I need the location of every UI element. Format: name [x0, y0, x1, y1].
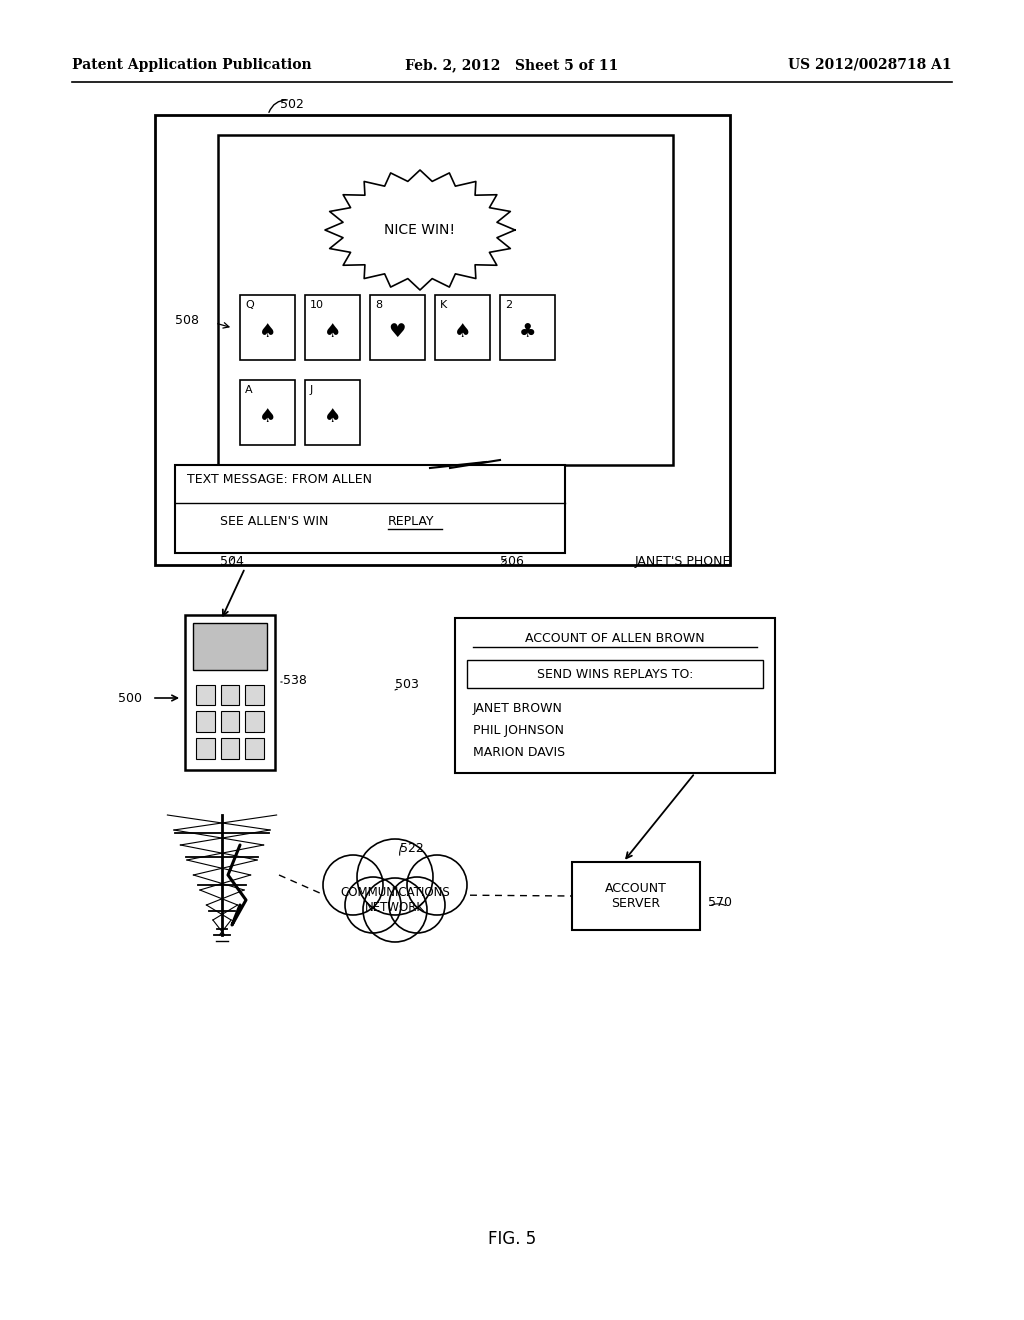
Text: ACCOUNT
SERVER: ACCOUNT SERVER — [605, 882, 667, 909]
Text: Feb. 2, 2012   Sheet 5 of 11: Feb. 2, 2012 Sheet 5 of 11 — [406, 58, 618, 73]
Text: MARION DAVIS: MARION DAVIS — [473, 746, 565, 759]
Text: 506: 506 — [500, 554, 524, 568]
Bar — [572, 862, 700, 931]
Text: COMMUNICATIONS
NETWORK: COMMUNICATIONS NETWORK — [340, 886, 450, 913]
Bar — [246, 685, 264, 705]
Bar — [455, 618, 775, 774]
Circle shape — [345, 876, 401, 933]
Text: TEXT MESSAGE: FROM ALLEN: TEXT MESSAGE: FROM ALLEN — [187, 473, 372, 486]
Text: REPLAY: REPLAY — [388, 515, 434, 528]
Text: Q: Q — [245, 300, 254, 310]
Text: JANET BROWN: JANET BROWN — [473, 702, 563, 715]
Text: ♠: ♠ — [324, 322, 341, 341]
Circle shape — [362, 878, 427, 942]
Text: PHIL JOHNSON: PHIL JOHNSON — [473, 723, 564, 737]
Bar — [193, 623, 267, 669]
Circle shape — [389, 876, 445, 933]
Text: ♠: ♠ — [324, 407, 341, 426]
Text: SEE ALLEN'S WIN: SEE ALLEN'S WIN — [220, 515, 333, 528]
Bar — [240, 380, 295, 445]
Text: ♠: ♠ — [259, 322, 276, 341]
Bar — [155, 115, 730, 565]
Text: 504: 504 — [220, 554, 244, 568]
Text: J: J — [310, 385, 313, 395]
Bar — [175, 465, 565, 553]
Text: ♣: ♣ — [519, 322, 537, 341]
Bar — [435, 294, 490, 360]
Bar — [220, 711, 240, 733]
Bar — [218, 135, 673, 465]
Text: Patent Application Publication: Patent Application Publication — [72, 58, 311, 73]
Text: 500: 500 — [118, 692, 142, 705]
Text: US 2012/0028718 A1: US 2012/0028718 A1 — [788, 58, 952, 73]
Text: 522: 522 — [400, 842, 424, 855]
Bar — [305, 294, 360, 360]
Text: 503: 503 — [395, 678, 419, 692]
Text: 10: 10 — [310, 300, 324, 310]
Text: 502: 502 — [280, 98, 304, 111]
Text: ACCOUNT OF ALLEN BROWN: ACCOUNT OF ALLEN BROWN — [525, 632, 705, 645]
Text: A: A — [245, 385, 253, 395]
Circle shape — [357, 840, 433, 915]
Text: NICE WIN!: NICE WIN! — [384, 223, 456, 238]
Bar — [220, 685, 240, 705]
Polygon shape — [325, 170, 515, 290]
Text: ♠: ♠ — [454, 322, 471, 341]
Text: 508: 508 — [175, 314, 199, 326]
Bar — [246, 711, 264, 733]
Bar — [196, 685, 215, 705]
Text: K: K — [440, 300, 447, 310]
Circle shape — [323, 855, 383, 915]
Bar — [185, 615, 275, 770]
Text: JANET'S PHONE: JANET'S PHONE — [635, 554, 731, 568]
Bar — [196, 738, 215, 759]
Text: 8: 8 — [375, 300, 382, 310]
Bar — [196, 711, 215, 733]
Bar — [370, 294, 425, 360]
Text: ♠: ♠ — [259, 407, 276, 426]
Bar — [305, 380, 360, 445]
Text: 2: 2 — [505, 300, 512, 310]
Bar — [220, 738, 240, 759]
Bar — [240, 294, 295, 360]
Text: ♥: ♥ — [389, 322, 407, 341]
Bar — [246, 738, 264, 759]
Circle shape — [407, 855, 467, 915]
Text: 538: 538 — [283, 673, 307, 686]
Bar — [467, 660, 763, 688]
Text: SEND WINS REPLAYS TO:: SEND WINS REPLAYS TO: — [537, 668, 693, 681]
Bar — [500, 294, 555, 360]
Text: 570: 570 — [708, 896, 732, 909]
Text: FIG. 5: FIG. 5 — [487, 1230, 537, 1247]
